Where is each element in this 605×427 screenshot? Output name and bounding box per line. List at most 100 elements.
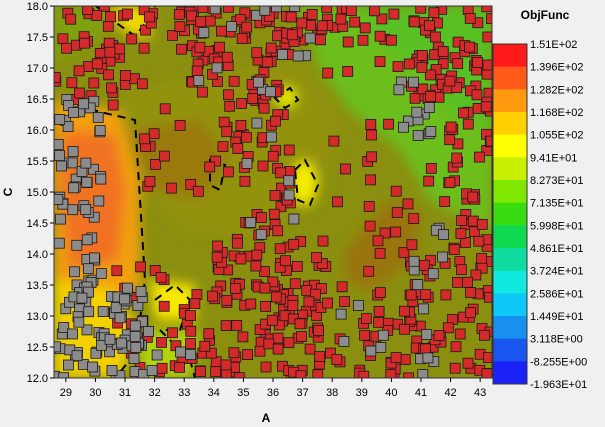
feasible-point [82,6,93,15]
feasible-point [272,225,284,237]
feasible-point [449,362,461,374]
legend-frame [492,43,528,385]
feasible-point [205,347,217,359]
infeasible-point [277,49,288,60]
feasible-point [437,46,449,57]
infeasible-point [76,292,88,304]
feasible-point [425,162,437,174]
feasible-point [317,235,329,247]
feasible-point [236,98,248,109]
infeasible-point [87,361,98,373]
feasible-point [232,143,244,155]
contour-blob-yellow-1 [292,161,316,205]
feasible-point [398,247,410,258]
feasible-point [144,11,155,23]
feasible-point [482,31,492,43]
feasible-point [331,196,343,208]
y-tick-label: 15.0 [27,187,48,199]
feasible-point [365,174,377,186]
feasible-point [444,134,456,146]
feasible-point [197,6,209,13]
feasible-point [263,338,275,350]
infeasible-point [211,62,223,74]
feasible-point [379,227,391,239]
x-tick-label: 43 [474,387,486,399]
x-tick-label: 30 [89,387,101,399]
infeasible-point [104,333,116,345]
legend: ObjFunc 1.51E+02 1.396E+02 1.282E+02 1.168E… [492,8,587,391]
legend-label: -1.963E+01 [530,379,587,391]
feasible-point [295,331,307,342]
infeasible-point [71,350,83,362]
infeasible-point [56,160,67,172]
feasible-point [287,300,299,312]
infeasible-point [377,329,389,341]
infeasible-point [417,303,429,315]
feasible-point [197,86,208,98]
infeasible-point [393,84,405,96]
x-axis: 29 30 31 32 33 34 35 36 37 38 39 40 41 42 43 [60,378,486,399]
feasible-point [229,283,241,294]
feasible-point [285,11,297,23]
feasible-point [476,253,488,265]
feasible-point [445,121,457,133]
feasible-point [284,166,296,177]
feasible-point [424,91,436,102]
feasible-point [481,368,492,378]
feasible-point [61,42,72,54]
feasible-point [359,22,371,34]
infeasible-point [62,121,74,132]
infeasible-point [54,193,64,205]
feasible-point [444,177,456,189]
infeasible-point [411,106,423,118]
feasible-point [467,215,479,227]
feasible-point [444,75,456,87]
infeasible-point [422,352,434,364]
feasible-point [314,351,326,363]
infeasible-point [54,139,64,150]
infeasible-point [122,282,133,294]
feasible-point [104,46,116,58]
feasible-point [406,239,418,251]
feasible-point [376,13,388,25]
feasible-point [65,13,77,25]
feasible-point [139,133,151,145]
legend-label: 1.168E+02 [530,107,584,119]
feasible-point [212,240,224,252]
feasible-point [242,349,254,361]
infeasible-point [64,344,76,356]
feasible-point [173,9,185,20]
infeasible-point [408,76,419,88]
feasible-point [222,166,234,178]
feasible-point [245,298,257,310]
feasible-point [390,352,402,364]
legend-label: 3.724E+01 [530,266,584,278]
feasible-point [174,120,186,131]
feasible-point [470,269,482,281]
feasible-point [314,34,326,46]
feasible-point [174,21,186,32]
infeasible-point [68,107,79,118]
feasible-point [270,115,281,127]
infeasible-point [335,308,347,320]
infeasible-point [283,175,295,187]
feasible-point [221,294,233,306]
y-tick-label: 13.0 [27,311,48,323]
x-tick-label: 29 [60,387,72,399]
feasible-point [485,135,492,147]
infeasible-point [92,112,104,123]
feasible-point [480,101,492,113]
feasible-point [339,296,350,308]
feasible-point [265,42,277,54]
infeasible-point [81,176,93,188]
infeasible-point [198,27,210,39]
feasible-point [144,176,156,187]
feasible-point [358,370,370,378]
feasible-point [259,282,271,294]
legend-swatch [493,270,527,294]
feasible-point [150,158,161,170]
y-tick-label: 12.5 [27,342,48,354]
infeasible-point [106,364,118,376]
feasible-point [240,131,252,143]
feasible-point [176,43,187,55]
